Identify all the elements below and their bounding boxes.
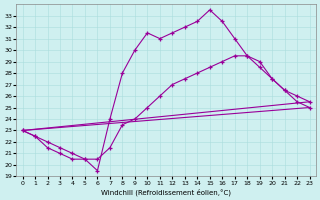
- X-axis label: Windchill (Refroidissement éolien,°C): Windchill (Refroidissement éolien,°C): [101, 188, 231, 196]
